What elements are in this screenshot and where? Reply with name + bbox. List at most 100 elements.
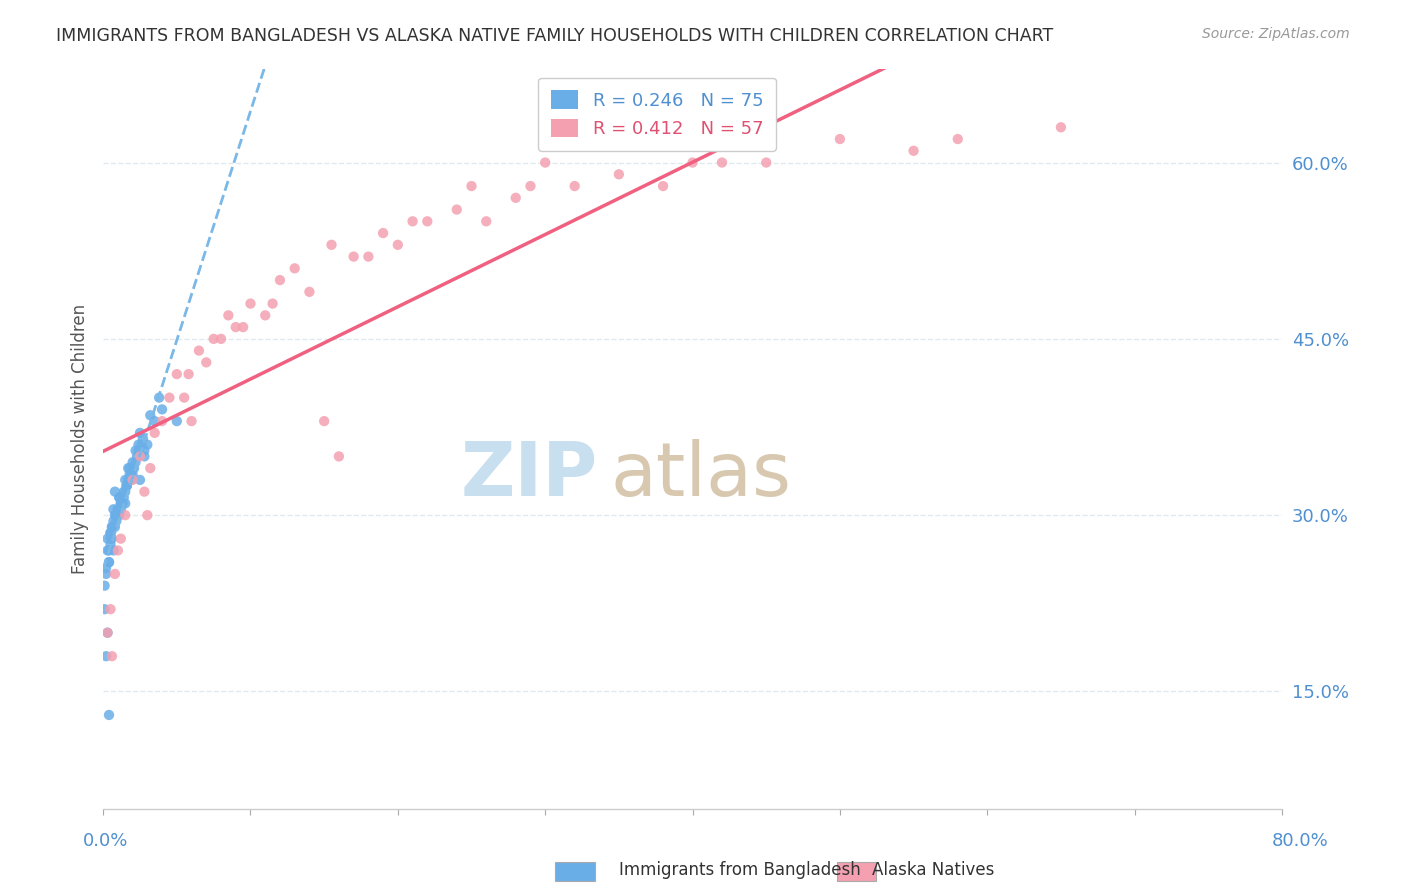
Point bbox=[101, 649, 124, 664]
Point bbox=[225, 320, 247, 334]
Point bbox=[232, 320, 254, 334]
Point bbox=[104, 508, 127, 523]
Point bbox=[118, 473, 141, 487]
Point bbox=[108, 508, 131, 523]
Text: 80.0%: 80.0% bbox=[1272, 831, 1329, 849]
Point bbox=[118, 461, 141, 475]
Point bbox=[110, 532, 132, 546]
Text: Source: ZipAtlas.com: Source: ZipAtlas.com bbox=[1202, 27, 1350, 41]
Point bbox=[217, 309, 239, 323]
Point bbox=[107, 543, 129, 558]
Point bbox=[166, 367, 188, 381]
Point bbox=[652, 179, 675, 194]
Point bbox=[143, 425, 166, 440]
Point bbox=[134, 450, 156, 464]
Point bbox=[446, 202, 468, 217]
Point bbox=[139, 409, 162, 423]
Legend: R = 0.246   N = 75, R = 0.412   N = 57: R = 0.246 N = 75, R = 0.412 N = 57 bbox=[538, 78, 776, 151]
Text: IMMIGRANTS FROM BANGLADESH VS ALASKA NATIVE FAMILY HOUSEHOLDS WITH CHILDREN CORR: IMMIGRANTS FROM BANGLADESH VS ALASKA NAT… bbox=[56, 27, 1053, 45]
Point bbox=[98, 708, 121, 723]
Point bbox=[125, 450, 148, 464]
Point bbox=[124, 455, 146, 469]
Point bbox=[946, 132, 969, 146]
Point bbox=[98, 555, 121, 569]
Point bbox=[100, 537, 122, 551]
Point bbox=[254, 309, 277, 323]
Point bbox=[93, 602, 115, 616]
Point bbox=[114, 473, 136, 487]
Point bbox=[115, 479, 138, 493]
Point bbox=[321, 237, 343, 252]
Point bbox=[117, 473, 139, 487]
Point bbox=[148, 391, 170, 405]
Point bbox=[96, 625, 118, 640]
Point bbox=[105, 508, 128, 523]
Point bbox=[114, 496, 136, 510]
Point bbox=[121, 467, 143, 481]
Point bbox=[105, 514, 128, 528]
Point bbox=[110, 496, 132, 510]
Point bbox=[105, 508, 128, 523]
Point bbox=[298, 285, 321, 299]
Point bbox=[121, 473, 143, 487]
Point bbox=[120, 473, 142, 487]
Point bbox=[475, 214, 498, 228]
Point bbox=[96, 543, 118, 558]
Point bbox=[755, 155, 778, 169]
Point bbox=[284, 261, 307, 276]
Point bbox=[416, 214, 439, 228]
Point bbox=[114, 484, 136, 499]
Point bbox=[460, 179, 482, 194]
Point bbox=[93, 579, 115, 593]
Point bbox=[129, 425, 152, 440]
Point bbox=[177, 367, 200, 381]
Point bbox=[607, 167, 630, 181]
Text: 0.0%: 0.0% bbox=[83, 831, 128, 849]
Point bbox=[166, 414, 188, 428]
Point bbox=[129, 450, 152, 464]
Point bbox=[110, 502, 132, 516]
Point bbox=[120, 467, 142, 481]
Point bbox=[534, 155, 557, 169]
Point bbox=[96, 625, 118, 640]
Point bbox=[128, 437, 150, 451]
Point bbox=[262, 296, 284, 310]
Point bbox=[115, 479, 138, 493]
Point bbox=[129, 473, 152, 487]
Point bbox=[108, 491, 131, 505]
Point bbox=[104, 484, 127, 499]
Point bbox=[121, 461, 143, 475]
Point bbox=[100, 532, 122, 546]
Point bbox=[682, 155, 704, 169]
Point bbox=[108, 491, 131, 505]
Point bbox=[103, 543, 125, 558]
Point bbox=[134, 443, 156, 458]
Point bbox=[401, 214, 423, 228]
Point bbox=[118, 467, 141, 481]
Point bbox=[94, 649, 117, 664]
Point bbox=[209, 332, 232, 346]
Y-axis label: Family Households with Children: Family Households with Children bbox=[72, 303, 89, 574]
Point bbox=[519, 179, 541, 194]
Point bbox=[122, 461, 145, 475]
Text: Alaska Natives: Alaska Natives bbox=[872, 861, 994, 879]
Point bbox=[187, 343, 209, 358]
Point bbox=[173, 391, 195, 405]
Point bbox=[121, 455, 143, 469]
Point bbox=[98, 555, 121, 569]
Point bbox=[110, 496, 132, 510]
Point bbox=[103, 514, 125, 528]
Point bbox=[100, 525, 122, 540]
Point bbox=[134, 484, 156, 499]
Point bbox=[100, 525, 122, 540]
Point bbox=[180, 414, 202, 428]
Point bbox=[100, 602, 122, 616]
Point bbox=[111, 496, 134, 510]
Point bbox=[239, 296, 262, 310]
Point bbox=[269, 273, 291, 287]
Point bbox=[115, 479, 138, 493]
Point bbox=[357, 250, 380, 264]
Point bbox=[136, 508, 159, 523]
Point bbox=[202, 332, 225, 346]
Point bbox=[136, 437, 159, 451]
